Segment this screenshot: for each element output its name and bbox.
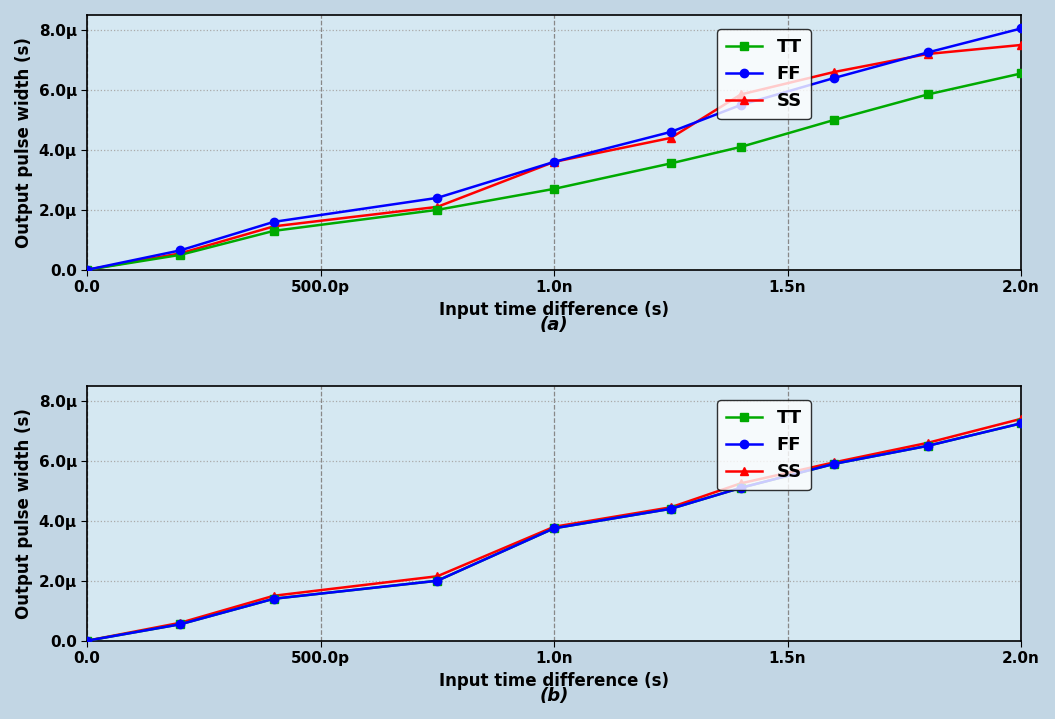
TT (921, 90, 934, 99)
FF (81, 265, 94, 274)
SS (268, 222, 281, 231)
X-axis label: Input time difference (s): Input time difference (s) (439, 672, 669, 690)
Line: FF: FF (83, 419, 1025, 645)
FF (268, 595, 281, 603)
FF (734, 483, 747, 492)
TT (431, 577, 444, 585)
FF (921, 48, 934, 57)
FF (921, 441, 934, 450)
TT (734, 142, 747, 151)
Text: (b): (b) (539, 687, 569, 705)
FF (431, 577, 444, 585)
FF (734, 101, 747, 109)
SS (174, 618, 187, 627)
FF (174, 620, 187, 628)
SS (548, 157, 560, 166)
TT (268, 226, 281, 235)
TT (81, 265, 94, 274)
TT (81, 636, 94, 645)
FF (268, 218, 281, 226)
FF (548, 524, 560, 533)
Text: (a): (a) (540, 316, 569, 334)
Line: FF: FF (83, 24, 1025, 274)
SS (1015, 415, 1028, 423)
FF (81, 636, 94, 645)
FF (828, 73, 841, 82)
FF (431, 193, 444, 202)
FF (1015, 24, 1028, 33)
TT (174, 620, 187, 628)
TT (734, 483, 747, 492)
TT (174, 250, 187, 259)
TT (665, 159, 677, 168)
TT (268, 595, 281, 603)
TT (548, 524, 560, 533)
FF (665, 505, 677, 513)
FF (548, 157, 560, 166)
SS (828, 68, 841, 76)
SS (665, 134, 677, 142)
SS (921, 50, 934, 58)
SS (81, 636, 94, 645)
SS (268, 592, 281, 600)
SS (1015, 41, 1028, 50)
Legend: TT, FF, SS: TT, FF, SS (717, 400, 811, 490)
TT (665, 505, 677, 513)
SS (548, 523, 560, 531)
TT (828, 459, 841, 468)
Y-axis label: Output pulse width (s): Output pulse width (s) (15, 37, 33, 248)
FF (1015, 419, 1028, 428)
Line: SS: SS (83, 415, 1025, 645)
SS (431, 203, 444, 211)
SS (734, 90, 747, 99)
SS (921, 439, 934, 447)
SS (431, 572, 444, 580)
TT (548, 185, 560, 193)
X-axis label: Input time difference (s): Input time difference (s) (439, 301, 669, 319)
FF (665, 127, 677, 136)
Line: TT: TT (83, 419, 1025, 645)
SS (734, 479, 747, 487)
Legend: TT, FF, SS: TT, FF, SS (717, 29, 811, 119)
TT (828, 116, 841, 124)
TT (1015, 69, 1028, 78)
Y-axis label: Output pulse width (s): Output pulse width (s) (15, 408, 33, 619)
TT (1015, 419, 1028, 428)
SS (174, 249, 187, 257)
TT (431, 206, 444, 214)
SS (828, 458, 841, 467)
FF (828, 459, 841, 468)
SS (81, 265, 94, 274)
Line: SS: SS (83, 41, 1025, 274)
TT (921, 441, 934, 450)
SS (665, 503, 677, 512)
FF (174, 246, 187, 255)
Line: TT: TT (83, 69, 1025, 274)
